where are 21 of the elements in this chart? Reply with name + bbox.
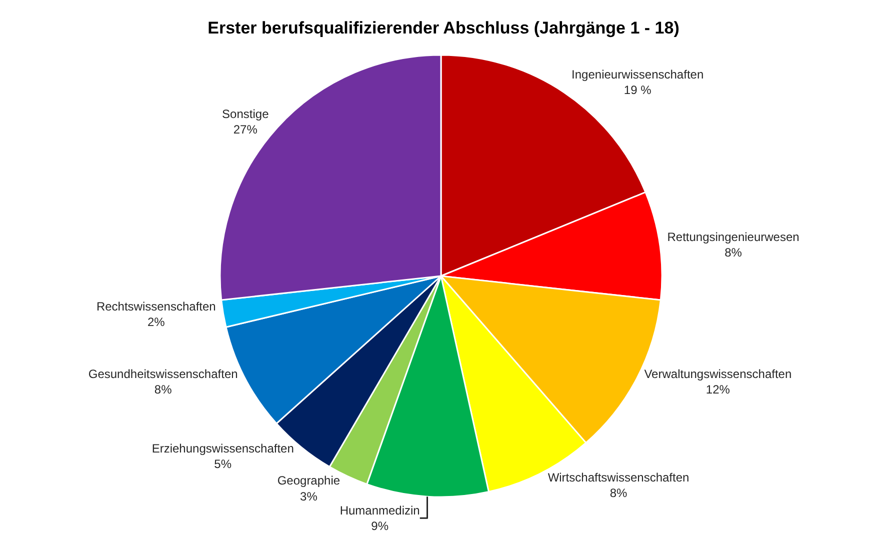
data-label: 27% [233,122,258,137]
slice-label: Wirtschaftswissenschaften [548,470,690,484]
data-label: 5% [214,456,232,471]
slice-label: Rettungsingenieurwesen [667,230,800,244]
data-label: 8% [610,486,628,500]
slice-label: Gesundheitswissenschaften [88,366,238,381]
slice-label: Geographie [277,474,340,488]
data-label: 8% [724,246,742,260]
data-label: 19 % [624,83,652,98]
data-label: 9% [371,518,389,533]
slice-label: Rechtswissenschaften [96,299,216,314]
slice-label: Humanmedizin [340,503,420,518]
slice-label: Verwaltungswissenschaften [644,366,792,381]
slice-label: Erziehungswissenschaften [152,441,294,456]
data-label: 8% [154,382,172,396]
data-label: 12% [706,382,730,396]
slice-label: Ingenieurwissenschaften [572,67,704,82]
data-label: 2% [147,314,166,329]
slice-label: Sonstige [222,107,270,122]
data-label: 3% [300,489,318,504]
chart-title: Erster berufsqualifizierender Abschluss (Jahrgänge 1 - 18) [208,18,680,38]
